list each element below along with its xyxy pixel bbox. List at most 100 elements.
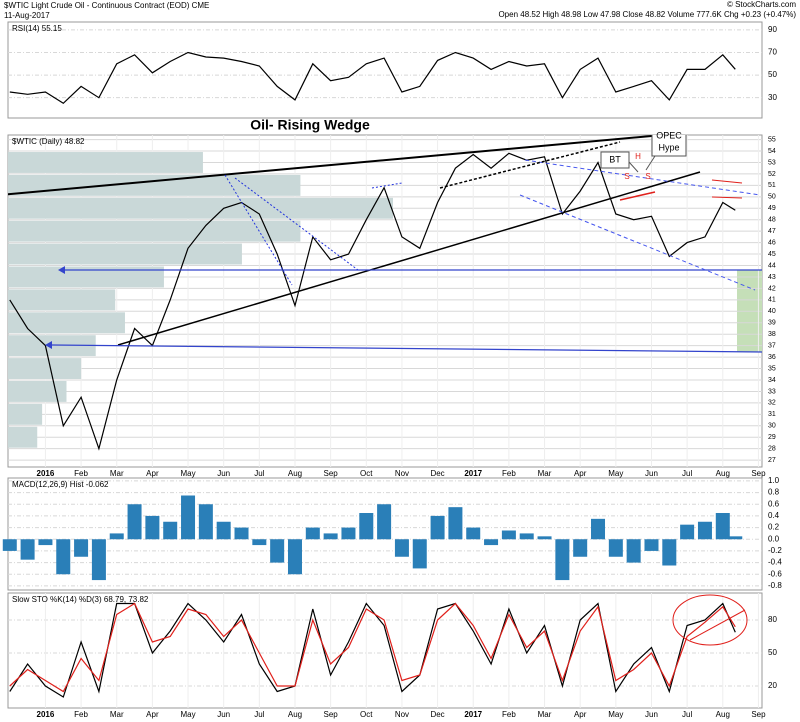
y-tick-label: -0.8: [768, 581, 782, 590]
volume-profile-bar: [8, 289, 116, 311]
panel-label: RSI(14) 55.15: [12, 24, 62, 33]
y-tick-label: 37: [768, 342, 776, 349]
volume-profile-bar: [8, 426, 38, 448]
y-tick-label: -0.2: [768, 546, 782, 555]
y-tick-label: 0.4: [768, 511, 780, 520]
date: 11-Aug-2017: [4, 11, 50, 20]
x-tick-label: Sep: [751, 469, 766, 478]
x-tick-label: Apr: [574, 710, 587, 719]
histogram-bar: [38, 539, 53, 546]
histogram-bar: [109, 533, 124, 540]
y-tick-label: 32: [768, 400, 776, 407]
flag-line: [224, 174, 293, 286]
histogram-bar: [662, 539, 677, 566]
y-tick-label: 50: [768, 194, 776, 201]
x-tick-label: Sep: [324, 710, 339, 719]
x-tick-label: Apr: [146, 469, 159, 478]
volume-profile-bar: [8, 174, 301, 196]
y-tick-label: 20: [768, 681, 777, 690]
histogram-bar: [430, 515, 445, 540]
histogram-bar: [145, 515, 160, 540]
x-tick-label: Sep: [324, 469, 339, 478]
histogram-bar: [466, 527, 481, 540]
histogram-bar: [341, 527, 356, 540]
y-tick-label: 31: [768, 411, 776, 418]
data-line: [9, 602, 736, 698]
histogram-bar: [591, 518, 606, 540]
rsi-frame: [7, 21, 763, 119]
y-tick-label: 38: [768, 331, 776, 338]
x-tick-label: Jun: [217, 469, 230, 478]
stoch-trendline: [689, 609, 746, 641]
symbol: $WTIC Light Crude Oil - Continuous Contr…: [4, 1, 209, 10]
histogram-bar: [74, 539, 89, 557]
x-tick-label: May: [608, 710, 623, 719]
data-line: [9, 51, 736, 105]
histogram-bar: [644, 539, 659, 551]
x-tick-label: Aug: [288, 710, 302, 719]
volume-profile-bar: [8, 312, 125, 334]
annotation: OPEC: [656, 130, 682, 140]
volume-profile-bar: [8, 266, 164, 288]
histogram-bar: [216, 521, 231, 540]
y-tick-label: 49: [768, 205, 776, 212]
x-tick-label: Jun: [217, 710, 230, 719]
y-tick-label: 29: [768, 434, 776, 441]
histogram-bar: [234, 527, 249, 540]
chart-title: Oil- Rising Wedge: [250, 117, 370, 133]
histogram-bar: [2, 539, 17, 551]
annotation: S: [624, 172, 629, 181]
arrow: [45, 341, 52, 349]
volume-profile-bar: [8, 358, 82, 379]
x-tick-label: Aug: [716, 469, 730, 478]
y-tick-label: 47: [768, 228, 776, 235]
y-tick-label: 30: [768, 93, 777, 102]
x-tick-label: Nov: [395, 710, 409, 719]
x-tick-label: Apr: [574, 469, 587, 478]
y-tick-label: 28: [768, 446, 776, 453]
y-tick-label: 53: [768, 159, 776, 166]
callout-pointer: [628, 161, 639, 173]
callout-pointer: [645, 155, 656, 171]
histogram-bar: [573, 539, 588, 557]
y-tick-label: 33: [768, 388, 776, 395]
y-tick-label: 0.0: [768, 534, 780, 543]
channel-line: [524, 159, 761, 196]
trendlines: [8, 135, 762, 353]
histogram-bar: [287, 539, 302, 575]
histogram-bar: [359, 513, 374, 540]
histogram-bar: [91, 539, 106, 581]
stoch-frame: [7, 592, 763, 709]
source: © StockCharts.com: [727, 0, 796, 9]
x-tick-label: Mar: [538, 710, 552, 719]
x-tick-label: 2017: [464, 469, 482, 478]
annotation: Hype: [658, 142, 679, 152]
x-tick-label: Jul: [682, 469, 692, 478]
histogram-bar: [608, 539, 623, 557]
histogram-bar: [377, 504, 392, 540]
channel-line: [519, 194, 756, 291]
y-tick-label: 40: [768, 308, 776, 315]
histogram-bar: [56, 539, 71, 575]
x-tick-label: Feb: [74, 710, 88, 719]
x-tick-label: Sep: [751, 710, 766, 719]
x-tick-label: Feb: [502, 710, 516, 719]
x-tick-label: Dec: [430, 469, 444, 478]
y-tick-label: 90: [768, 25, 777, 34]
flag-line: [371, 182, 403, 189]
panel-label: $WTIC (Daily) 48.82: [12, 137, 85, 146]
histogram-bar: [626, 539, 641, 563]
lower-wedge: [117, 171, 701, 346]
y-tick-label: 54: [768, 148, 776, 155]
histogram-bar: [394, 539, 409, 557]
x-tick-label: May: [608, 469, 623, 478]
upper-wedge: [8, 135, 674, 196]
volume-profile-bar: [8, 152, 203, 173]
x-tick-label: May: [180, 469, 195, 478]
flag-line: [711, 179, 743, 184]
y-tick-label: 50: [768, 648, 777, 657]
panel-label: MACD(12,26,9) Hist -0.062: [12, 480, 109, 489]
histogram-bar: [252, 539, 267, 546]
histogram-bar: [323, 533, 338, 540]
x-tick-label: Nov: [395, 469, 409, 478]
